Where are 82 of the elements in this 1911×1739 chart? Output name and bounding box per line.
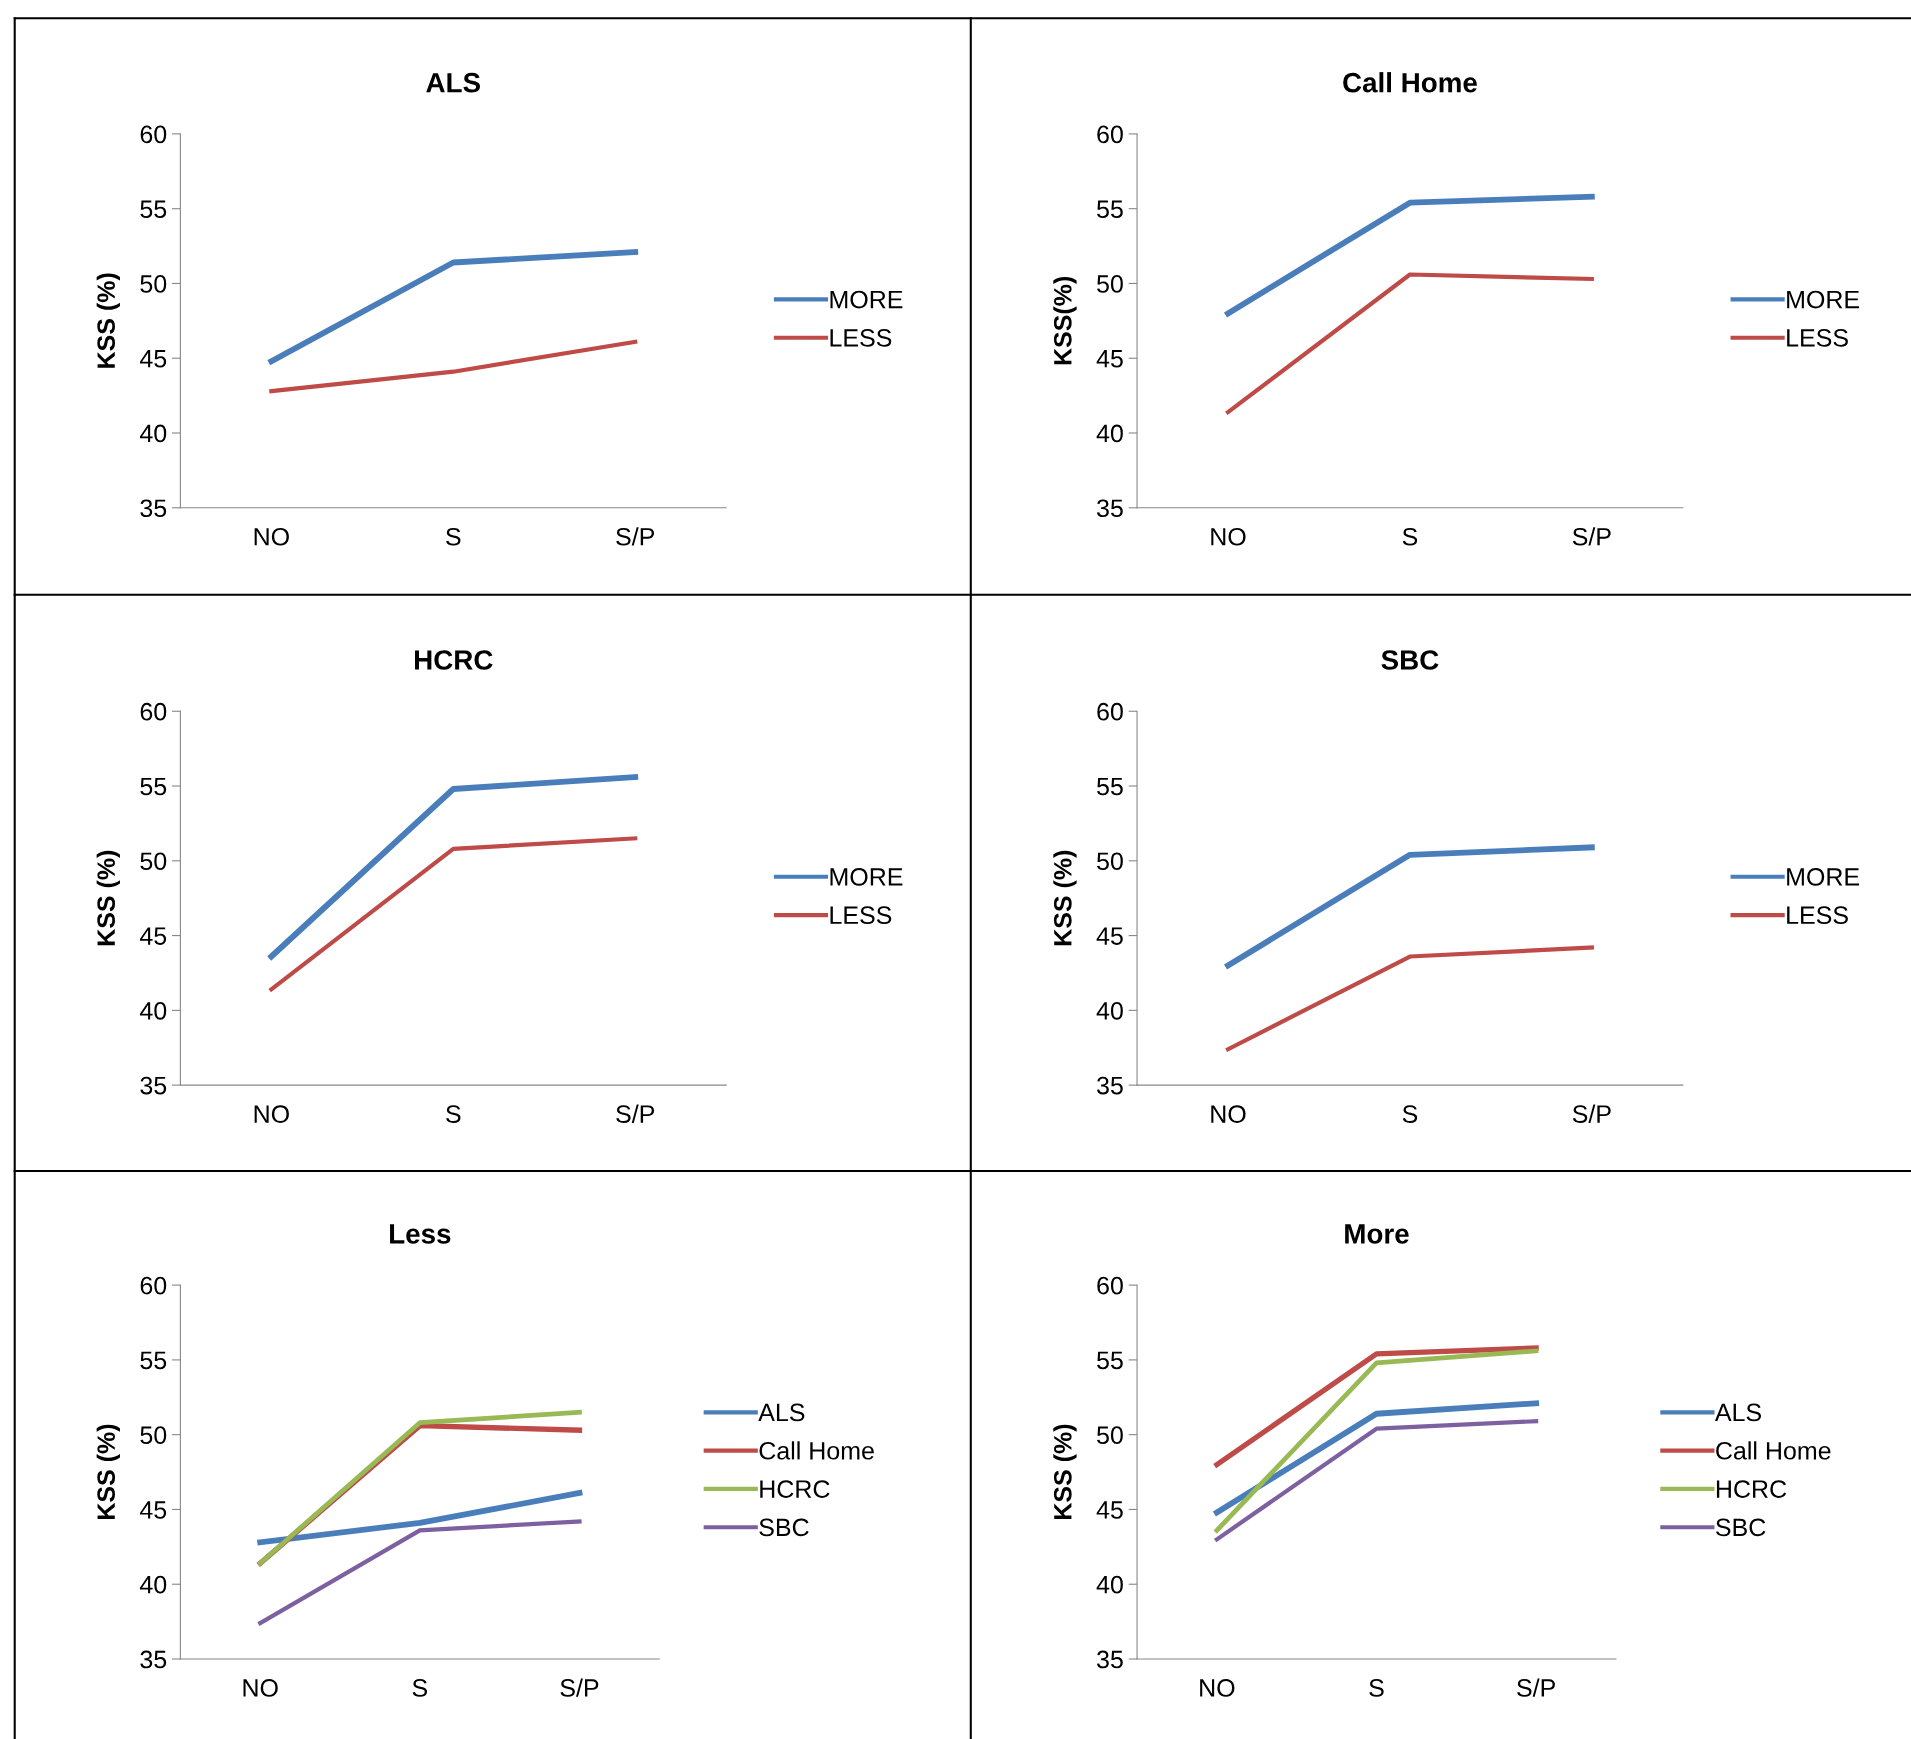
x-tick-label: S/P bbox=[560, 1678, 599, 1697]
y-tick-label: 55 bbox=[1097, 777, 1123, 796]
y-tick-label: 35 bbox=[140, 499, 167, 518]
chart-title: ALS bbox=[426, 72, 480, 93]
y-tick-label: 40 bbox=[1096, 424, 1123, 443]
x-tick-label: S/P bbox=[616, 1104, 655, 1123]
chart-title: Less bbox=[390, 1224, 451, 1244]
x-tick-label: S/P bbox=[1572, 1104, 1611, 1123]
y-axis-title: KSS (%) bbox=[96, 850, 120, 946]
y-tick-label: 55 bbox=[1097, 200, 1123, 218]
x-tick-label: S/P bbox=[1572, 527, 1611, 546]
y-tick-label: 60 bbox=[140, 125, 167, 144]
legend-label: SBC bbox=[759, 1518, 809, 1537]
y-tick-label: 35 bbox=[1097, 1650, 1123, 1669]
y-tick-label: 50 bbox=[1097, 275, 1123, 293]
y-tick-label: 50 bbox=[140, 1426, 167, 1444]
y-tick-label: 50 bbox=[140, 275, 167, 293]
x-tick-label: S/P bbox=[616, 527, 655, 546]
y-tick-label: 55 bbox=[1097, 1351, 1123, 1370]
y-tick-label: 45 bbox=[139, 1501, 167, 1519]
x-tick-label: NO bbox=[243, 1679, 278, 1697]
legend-label: ALS bbox=[1714, 1403, 1761, 1422]
legend-label: MORE bbox=[1787, 290, 1860, 309]
y-tick-label: 45 bbox=[139, 350, 167, 368]
y-tick-label: 50 bbox=[140, 852, 167, 871]
chart-title: HCRC bbox=[415, 650, 493, 670]
y-tick-label: 50 bbox=[1097, 852, 1123, 871]
y-tick-label: 45 bbox=[139, 927, 167, 945]
chart-title: More bbox=[1345, 1224, 1409, 1244]
legend-label: LESS bbox=[1787, 906, 1848, 925]
y-tick-label: 35 bbox=[140, 1650, 167, 1669]
x-tick-label: NO bbox=[254, 527, 289, 546]
legend-label: MORE bbox=[1787, 868, 1860, 886]
x-tick-label: S/P bbox=[1517, 1678, 1555, 1697]
legend-label: LESS bbox=[830, 906, 892, 925]
legend-label: HCRC bbox=[1716, 1480, 1787, 1498]
y-axis-title: KSS(%) bbox=[1053, 276, 1077, 365]
y-tick-label: 40 bbox=[1096, 1575, 1123, 1594]
x-tick-label: NO bbox=[1211, 1105, 1246, 1123]
y-axis-title: KSS (%) bbox=[96, 1424, 120, 1520]
x-tick-label: S bbox=[446, 1105, 461, 1123]
y-tick-label: 35 bbox=[1097, 1076, 1123, 1095]
legend-label: SBC bbox=[1716, 1518, 1766, 1537]
y-tick-label: 45 bbox=[1096, 1501, 1123, 1519]
x-tick-label: S bbox=[1402, 1105, 1418, 1123]
y-tick-label: 35 bbox=[140, 1076, 167, 1095]
y-tick-label: 45 bbox=[1096, 927, 1123, 945]
legend-label: HCRC bbox=[760, 1480, 830, 1498]
y-axis-title: KSS (%) bbox=[96, 273, 120, 368]
x-tick-label: NO bbox=[1211, 527, 1246, 546]
y-tick-label: 45 bbox=[1096, 350, 1123, 368]
chart-title: Call Home bbox=[1343, 72, 1477, 93]
y-tick-label: 50 bbox=[1097, 1426, 1123, 1444]
y-tick-label: 40 bbox=[139, 1001, 167, 1020]
y-axis-title: KSS (%) bbox=[1053, 1424, 1077, 1520]
y-tick-label: 60 bbox=[140, 702, 167, 721]
x-tick-label: S bbox=[1369, 1679, 1384, 1697]
legend-label: MORE bbox=[830, 290, 903, 309]
x-tick-label: NO bbox=[254, 1105, 289, 1123]
legend-label: ALS bbox=[758, 1403, 805, 1422]
y-tick-label: 60 bbox=[1097, 125, 1123, 144]
y-tick-label: 40 bbox=[139, 424, 167, 443]
x-tick-label: S bbox=[446, 527, 461, 546]
legend-label: MORE bbox=[830, 868, 903, 886]
legend-label: Call Home bbox=[759, 1441, 874, 1460]
y-tick-label: 55 bbox=[140, 200, 167, 218]
y-tick-label: 55 bbox=[140, 1351, 167, 1370]
legend-label: Call Home bbox=[1716, 1441, 1831, 1460]
y-tick-label: 60 bbox=[140, 1276, 167, 1295]
y-tick-label: 40 bbox=[139, 1575, 167, 1594]
x-tick-label: S bbox=[1402, 527, 1418, 546]
y-tick-label: 35 bbox=[1097, 499, 1123, 518]
y-tick-label: 40 bbox=[1096, 1001, 1123, 1020]
legend-label: LESS bbox=[1787, 329, 1848, 347]
x-tick-label: NO bbox=[1200, 1679, 1235, 1697]
y-tick-label: 60 bbox=[1097, 1276, 1123, 1295]
y-tick-label: 60 bbox=[1097, 702, 1123, 721]
x-tick-label: S bbox=[412, 1679, 428, 1697]
chart-title: SBC bbox=[1381, 650, 1439, 670]
y-tick-label: 55 bbox=[140, 777, 167, 796]
legend-label: LESS bbox=[830, 329, 892, 347]
y-axis-title: KSS (%) bbox=[1053, 850, 1077, 946]
